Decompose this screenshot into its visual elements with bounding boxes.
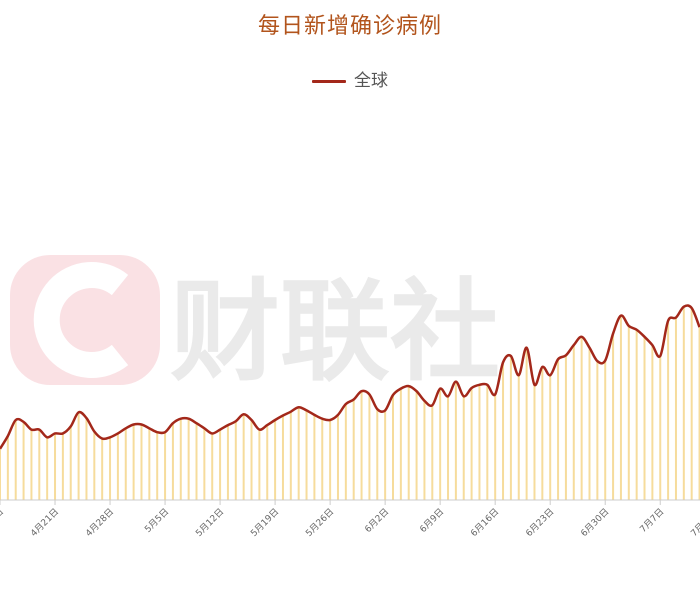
x-tick-label: 4月28日	[84, 506, 117, 539]
x-tick-label: 7月7日	[638, 506, 667, 535]
legend[interactable]: 全球	[0, 66, 700, 91]
x-tick-label: 6月23日	[524, 506, 557, 539]
chart-title: 每日新增确诊病例	[257, 14, 442, 39]
series-line-global	[0, 304, 700, 450]
x-tick-label: 7月14日	[689, 506, 700, 539]
x-tick-label: 5月19日	[249, 506, 282, 539]
svg-text:财联社: 财联社	[170, 268, 500, 396]
x-tick-label: 6月9日	[418, 506, 447, 535]
x-tick-label: 6月2日	[363, 506, 392, 535]
legend-label: 全球	[354, 71, 388, 91]
x-tick-label: 6月16日	[469, 506, 502, 539]
watermark-logo: 财联社	[10, 255, 500, 396]
x-tick-label: 4月14日	[0, 506, 6, 539]
x-tick-label: 5月12日	[194, 506, 227, 539]
legend-line-swatch	[312, 79, 346, 83]
x-tick-label: 6月30日	[579, 506, 612, 539]
x-tick-label: 5月5日	[143, 506, 172, 535]
x-tick-label: 5月26日	[304, 506, 337, 539]
x-tick-label: 4月21日	[28, 506, 61, 539]
